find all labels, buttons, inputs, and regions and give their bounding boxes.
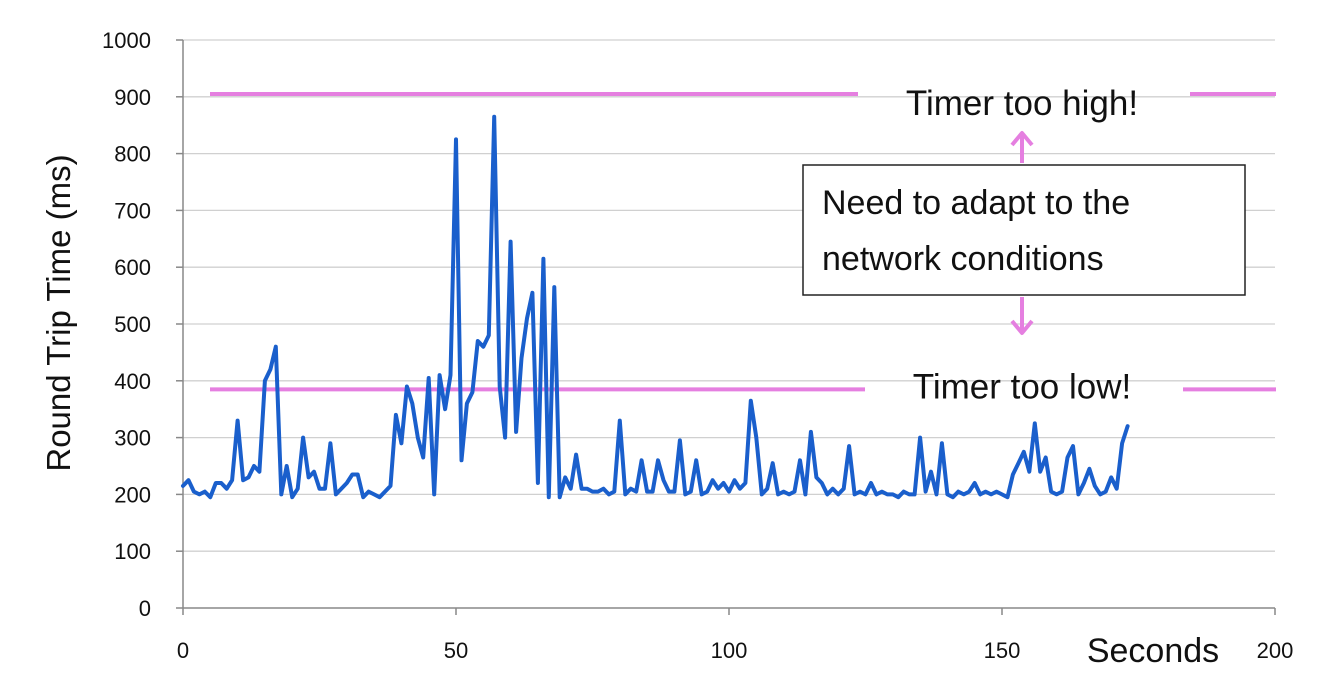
series-group [181,114,1130,500]
y-tick-label-1000: 1000 [102,28,151,53]
y-tick-label-600: 600 [114,255,151,280]
annotation-box: Need to adapt to the network conditions [802,164,1246,296]
y-tick-label-800: 800 [114,142,151,167]
y-tick-label-700: 700 [114,198,151,223]
x-axis-label: Seconds [1087,632,1219,670]
threshold-label-0: Timer too high! [906,84,1138,123]
threshold-label-1: Timer too low! [913,368,1131,407]
annotation-box-frame [802,164,1246,296]
down-arrow-head [1010,319,1034,335]
y-tick-label-100: 100 [114,539,151,564]
annotation-box-line-1: Need to adapt to the [822,184,1130,222]
y-axis-label: Round Trip Time (ms) [40,154,77,471]
threshold-lines: Timer too high! Timer too low! [210,84,1276,407]
x-tick-label-0: 0 [177,638,189,663]
y-tick-label-0: 0 [139,596,151,621]
y-tick-label-900: 900 [114,85,151,110]
y-tick-label-300: 300 [114,426,151,451]
x-tick-label-100: 100 [711,638,748,663]
x-tick-label-200: 200 [1257,638,1294,663]
y-tick-labels: 0 100 200 300 400 500 600 700 800 900 1000 [102,28,151,621]
series-line-0 [181,114,1130,500]
y-tick-label-200: 200 [114,482,151,507]
x-tick-labels: 0 50 100 150 200 [177,638,1293,663]
axes [176,39,1276,615]
x-tick-label-150: 150 [984,638,1021,663]
up-arrow-head [1010,131,1034,147]
adapt-arrows [1010,131,1034,335]
y-tick-label-400: 400 [114,369,151,394]
x-tick-label-50: 50 [444,638,468,663]
annotation-box-line-2: network conditions [822,240,1104,278]
y-tick-label-500: 500 [114,312,151,337]
